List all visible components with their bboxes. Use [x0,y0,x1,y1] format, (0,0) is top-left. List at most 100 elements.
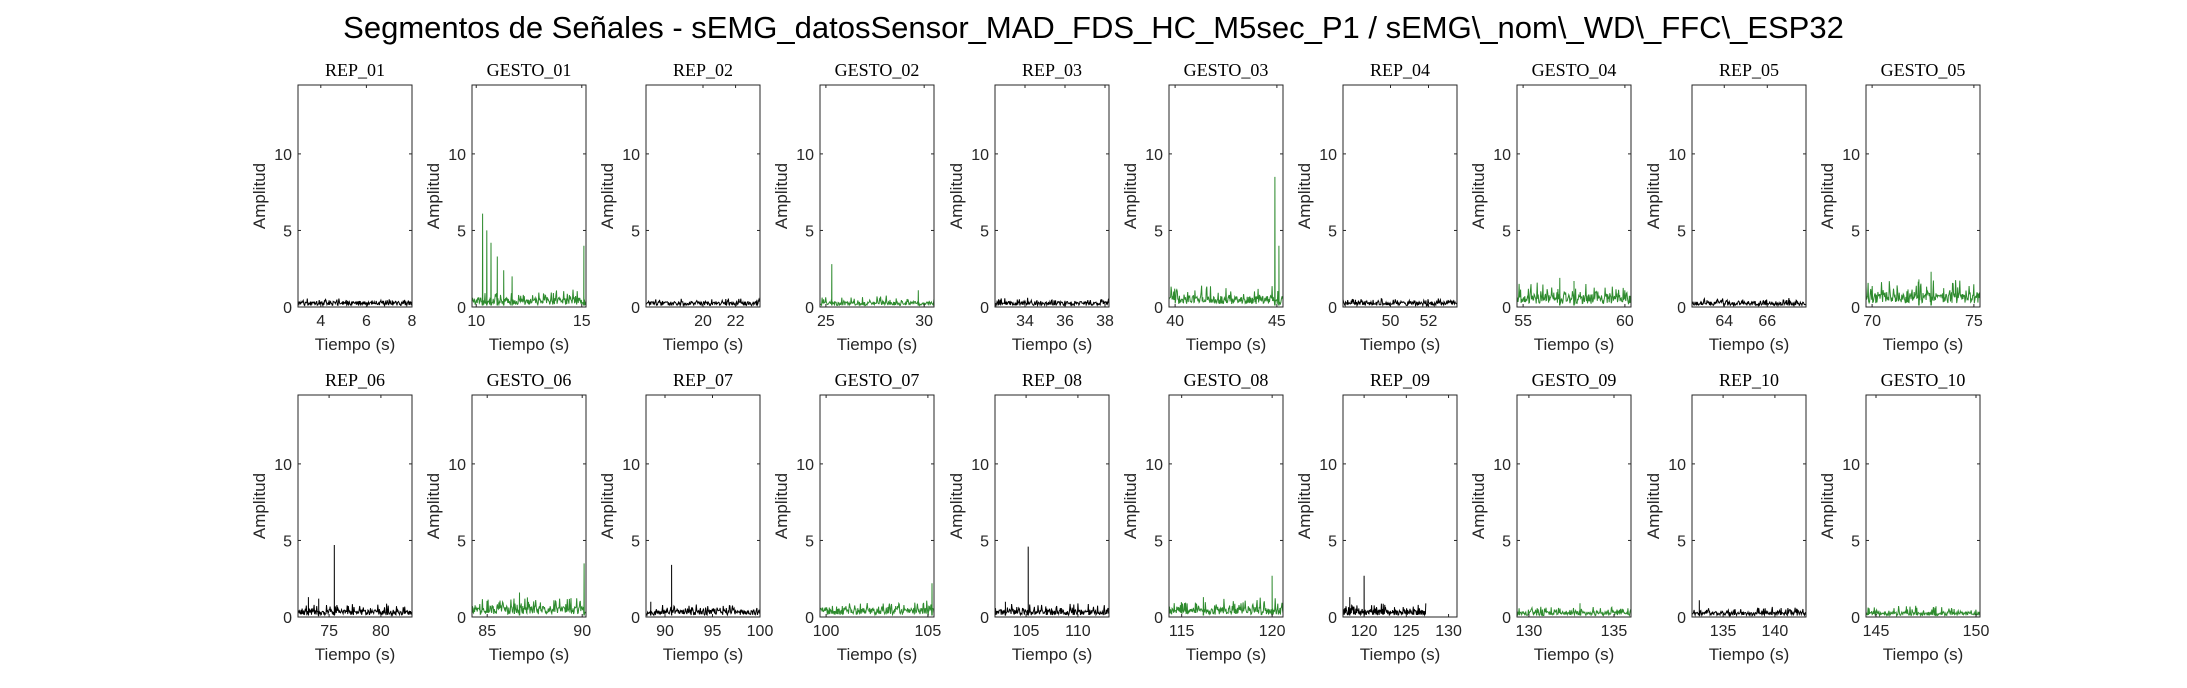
y-tick-label: 0 [457,300,466,317]
x-tick-label: 130 [1516,623,1543,640]
y-tick-label: 0 [1154,300,1163,317]
x-tick-label: 10 [467,313,485,330]
subplot-gesto-03: 40 45 0 5 10 GESTO_03 Tiempo (s) Amplitud [1121,60,1286,354]
y-tick-label: 10 [1842,147,1860,164]
subplot-rep-09: 120 125 130 0 5 10 REP_09 Tiempo (s) Amplitud [1295,370,1462,664]
y-tick-label: 5 [1851,533,1860,550]
subplot-gesto-08: 115 120 0 5 10 GESTO_08 Tiempo (s) Amplitud [1121,370,1286,664]
y-axis-label: Amplitud [424,473,443,539]
x-tick-label: 64 [1715,313,1733,330]
x-axis-label: Tiempo (s) [663,645,744,664]
y-axis-label: Amplitud [598,163,617,229]
y-axis-label: Amplitud [250,473,269,539]
y-tick-label: 10 [448,457,466,474]
axes-box [819,394,935,618]
x-tick-label: 8 [408,313,417,330]
y-axis-label: Amplitud [1295,163,1314,229]
x-tick-label: 90 [573,623,591,640]
x-tick-label: 120 [1259,623,1286,640]
y-tick-label: 5 [980,533,989,550]
axes-box [645,394,761,618]
subplot-gesto-05: 70 75 0 5 10 GESTO_05 Tiempo (s) Amplitud [1818,60,1983,354]
x-tick-label: 15 [573,313,591,330]
y-tick-label: 5 [1154,223,1163,240]
subplot-title: REP_07 [673,370,733,390]
y-tick-label: 5 [1677,533,1686,550]
y-axis-label: Amplitud [1121,473,1140,539]
y-axis-label: Amplitud [772,163,791,229]
y-tick-label: 5 [980,223,989,240]
y-tick-label: 5 [1154,533,1163,550]
x-axis-label: Tiempo (s) [1883,335,1964,354]
x-axis-label: Tiempo (s) [489,335,570,354]
y-tick-label: 5 [1328,223,1337,240]
subplot-gesto-02: 25 30 0 5 10 GESTO_02 Tiempo (s) Amplitud [772,60,935,354]
subplot-rep-07: 90 95 100 0 5 10 REP_07 Tiempo (s) Amplitud [598,370,773,664]
x-tick-label: 145 [1863,623,1890,640]
signal-trace [1691,296,1807,308]
subplot-title: REP_05 [1719,60,1779,80]
signal-trace [1168,575,1284,616]
subplot-title: GESTO_06 [487,370,572,390]
x-tick-label: 22 [727,313,745,330]
signal-trace [1168,176,1284,306]
y-tick-label: 5 [1851,223,1860,240]
y-tick-label: 10 [971,457,989,474]
y-tick-label: 10 [1842,457,1860,474]
x-tick-label: 120 [1351,623,1378,640]
axes-box [1691,394,1807,618]
x-tick-label: 6 [362,313,371,330]
x-tick-label: 36 [1056,313,1074,330]
y-tick-label: 10 [274,147,292,164]
subplot-rep-03: 34 36 38 0 5 10 REP_03 Tiempo (s) Amplitud [947,60,1114,354]
y-tick-label: 5 [631,223,640,240]
y-tick-label: 5 [283,533,292,550]
y-tick-label: 5 [283,223,292,240]
axes-box [297,394,413,618]
y-tick-label: 0 [980,610,989,627]
y-axis-label: Amplitud [424,163,443,229]
y-tick-label: 0 [1502,300,1511,317]
x-tick-label: 25 [817,313,835,330]
x-tick-label: 85 [478,623,496,640]
x-axis-label: Tiempo (s) [837,645,918,664]
signal-trace [1342,575,1427,617]
y-tick-label: 5 [457,533,466,550]
signal-trace [1865,271,1981,306]
signal-trace [1516,603,1632,617]
subplot-title: REP_09 [1370,370,1430,390]
x-tick-label: 38 [1096,313,1114,330]
y-tick-label: 5 [631,533,640,550]
x-tick-label: 52 [1420,313,1438,330]
subplot-title: GESTO_04 [1532,60,1617,80]
subplot-gesto-10: 145 150 0 5 10 GESTO_10 Tiempo (s) Amplitud [1818,370,1989,664]
y-tick-label: 10 [1145,457,1163,474]
y-tick-label: 0 [1328,610,1337,627]
y-axis-label: Amplitud [1818,163,1837,229]
y-axis-label: Amplitud [598,473,617,539]
subplot-title: GESTO_03 [1184,60,1269,80]
y-tick-label: 0 [631,610,640,627]
y-tick-label: 0 [457,610,466,627]
subplot-gesto-01: 10 15 0 5 10 GESTO_01 Tiempo (s) Amplitud [424,60,591,354]
subplot-title: GESTO_05 [1881,60,1966,80]
x-tick-label: 105 [1013,623,1040,640]
signal-trace [994,297,1110,308]
subplot-rep-01: 4 6 8 0 5 10 REP_01 Tiempo (s) Amplitud [250,60,417,354]
signal-trace [1865,605,1981,618]
axes-box [297,84,413,308]
y-axis-label: Amplitud [947,473,966,539]
axes-box [1865,84,1981,308]
x-tick-label: 110 [1065,623,1091,640]
subplot-title: REP_03 [1022,60,1082,80]
x-tick-label: 50 [1382,313,1400,330]
x-axis-label: Tiempo (s) [1534,645,1615,664]
y-tick-label: 0 [980,300,989,317]
x-tick-label: 95 [704,623,722,640]
y-tick-label: 10 [622,457,640,474]
x-axis-label: Tiempo (s) [1186,335,1267,354]
subplot-rep-05: 64 66 0 5 10 REP_05 Tiempo (s) Amplitud [1644,60,1807,354]
y-tick-label: 5 [1677,223,1686,240]
y-tick-label: 0 [805,610,814,627]
